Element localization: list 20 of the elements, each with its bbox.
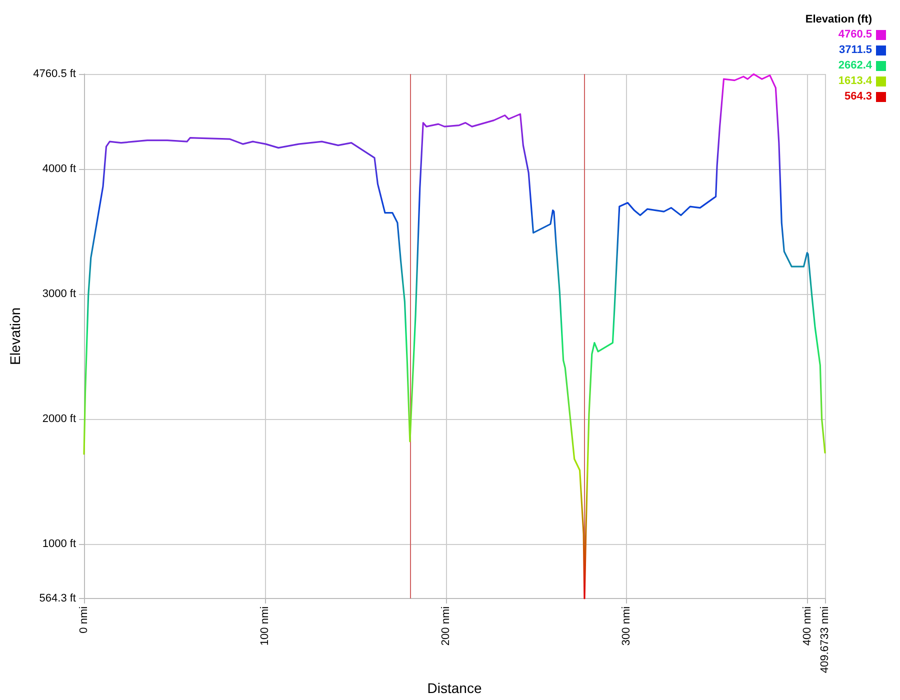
text: 564.3 [844,90,872,102]
color-bar-title: Elevation (ft) [805,14,872,26]
y-tick-label: 1000 ft [42,538,76,550]
text: 4760.5 [838,28,872,40]
text: 2662.4 [838,60,873,72]
x-tick-label: 400 nmi [802,606,814,646]
y-tick-label: 4760.5 ft [33,68,76,80]
x-tick-label: 409.6733 nmi [819,606,831,674]
x-tick-label: 300 nmi [620,606,633,646]
x-tick-label: 100 nmi [258,606,271,646]
text: 1613.4 [838,75,873,87]
y-tick-label: 2000 ft [42,413,76,426]
text: 3711.5 [838,44,872,56]
y-tick-label: 564.3 ft [39,592,76,604]
y-tick-label: 4000 ft [42,163,76,176]
x-axis-title: Distance [427,680,482,696]
y-tick-label: 3000 ft [42,288,76,300]
x-tick-label: 200 nmi [440,606,452,646]
x-tick-label: 0 nmi [78,606,90,634]
y-axis-title: Elevation [7,307,23,366]
